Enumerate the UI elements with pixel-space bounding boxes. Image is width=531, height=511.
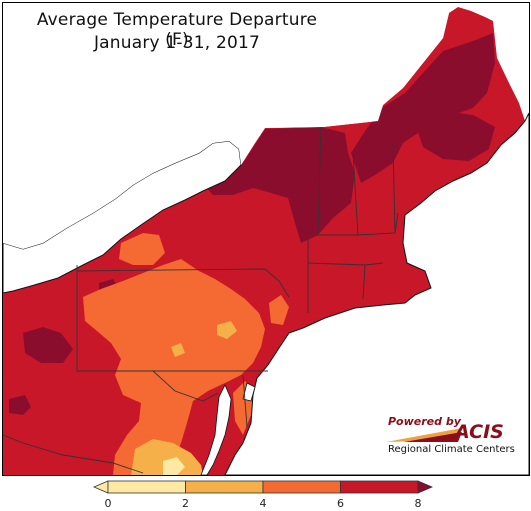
dark-red-region-maine-coast <box>415 111 495 161</box>
canada-top-water <box>3 3 449 249</box>
dark-red-spot-west <box>23 327 73 363</box>
legend-tick-label: 4 <box>260 497 267 510</box>
orange-spot-pa <box>217 321 237 339</box>
legend-swatch <box>340 480 419 494</box>
acis-swoosh-icon <box>386 428 462 442</box>
atlantic-ocean-water <box>224 112 529 475</box>
map-date-range: January 1-31, 2017 <box>93 33 261 53</box>
light-spot-dc <box>163 457 185 475</box>
powered-by-label: Powered by <box>388 415 461 428</box>
orange-spot-pa-south <box>171 343 185 357</box>
legend-tick-label: 0 <box>105 497 112 510</box>
orange-region-dc-area <box>131 439 203 475</box>
regional-climate-centers-label: Regional Climate Centers <box>388 444 515 455</box>
chesapeake-bay-water <box>200 384 232 475</box>
dark-red-region-new-york <box>206 127 355 243</box>
state-boundaries <box>3 126 399 474</box>
orange-red-region-pennsylvania <box>83 259 265 475</box>
dark-red-spot-sw <box>9 395 31 415</box>
legend-tick-label: 2 <box>182 497 189 510</box>
orange-red-region-ny-west <box>119 233 165 265</box>
legend-arrow-low <box>92 480 109 494</box>
legend-colorbar: 0 2 4 6 8 <box>92 480 434 510</box>
legend-swatch <box>262 480 341 494</box>
acis-logo: Powered by ACIS Regional Climate Centers <box>384 414 519 460</box>
temperature-departure-map <box>3 3 529 475</box>
legend-arrow-high <box>417 480 434 494</box>
acis-wordmark: ACIS <box>455 421 504 443</box>
legend-tick-label: 6 <box>337 497 344 510</box>
legend-swatch <box>107 480 186 494</box>
map-title: Average Temperature Departure (F) <box>36 10 318 50</box>
legend-swatch <box>185 480 264 494</box>
orange-red-region-hudson <box>269 295 289 325</box>
map-frame <box>2 2 530 476</box>
legend-tick-label: 8 <box>415 497 422 510</box>
dark-red-region-maine <box>443 55 481 101</box>
